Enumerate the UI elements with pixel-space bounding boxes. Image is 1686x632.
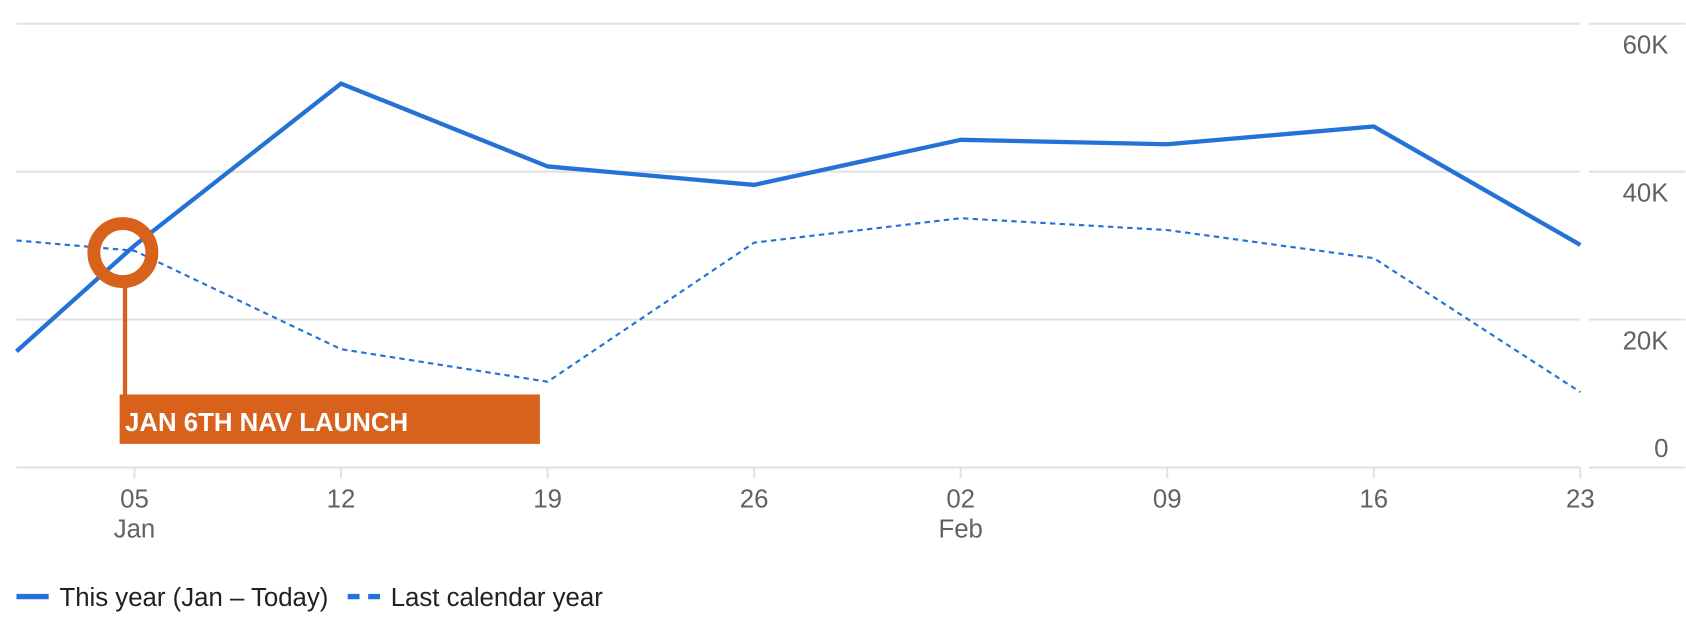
x-tick-label: 12 (327, 485, 356, 513)
annotation-box (119, 394, 540, 444)
legend-label: Last calendar year (391, 584, 604, 612)
y-tick-label: 20K (1623, 328, 1669, 356)
series-line (15, 81, 1582, 353)
y-tick-label: 60K (1623, 32, 1669, 60)
annotation-text: JAN 6TH NAV LAUNCH (125, 409, 408, 437)
x-month-label: Jan (114, 515, 156, 543)
annotation-marker (87, 217, 159, 289)
series-line (16, 217, 1581, 393)
x-month-label: Feb (938, 515, 982, 543)
x-tick-label: 09 (1153, 485, 1182, 513)
y-tick-label: 40K (1623, 180, 1669, 208)
x-tick-label: 19 (533, 485, 562, 513)
annotation: JAN 6TH NAV LAUNCH (87, 217, 540, 444)
legend-item: This year (Jan – Today) (16, 584, 328, 612)
legend-label: This year (Jan – Today) (59, 584, 328, 612)
x-tick-label: 16 (1359, 485, 1388, 513)
x-tick-label: 26 (740, 485, 769, 513)
x-tick-label: 05 (120, 485, 149, 513)
legend-item: Last calendar year (347, 584, 604, 612)
x-tick-label: 02 (946, 485, 975, 513)
x-tick-label: 23 (1566, 485, 1595, 513)
y-tick-label: 0 (1654, 435, 1668, 463)
